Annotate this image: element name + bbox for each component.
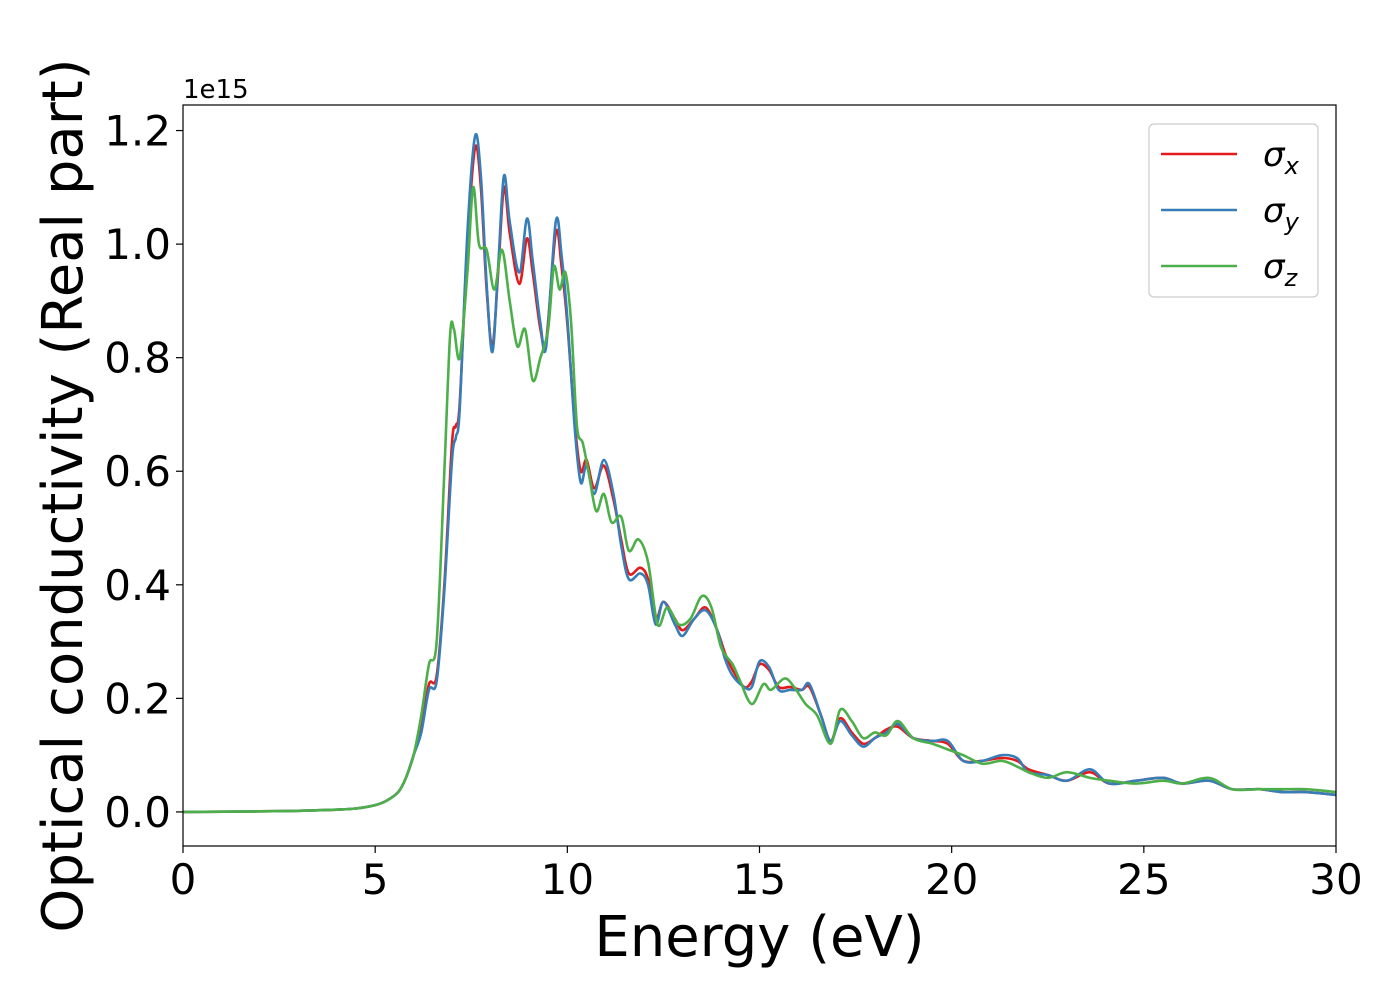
y-offset-text: 1e15 xyxy=(183,75,249,105)
plot-area xyxy=(183,132,1336,814)
legend-label-sigma-y: σy xyxy=(1263,191,1300,236)
legend-label-sigma-x: σx xyxy=(1263,135,1300,180)
y-tick-label: 0.0 xyxy=(104,788,171,837)
x-tick-label: 30 xyxy=(1309,855,1362,904)
y-tick-label: 0.4 xyxy=(104,561,171,610)
legend-subscript: x xyxy=(1284,152,1300,180)
legend-symbol: σ xyxy=(1263,191,1286,231)
x-tick-label: 20 xyxy=(925,855,978,904)
y-tick-label: 1.2 xyxy=(104,107,171,156)
y-tick-label: 1.0 xyxy=(104,220,171,269)
y-tick-label: 0.8 xyxy=(104,334,171,383)
x-axis-label: Energy (eV) xyxy=(594,905,924,970)
y-axis-label: Optical conductivity (Real part) xyxy=(31,58,96,932)
y-axis: 0.0 0.2 0.4 0.6 0.8 1.0 1.2 xyxy=(104,107,183,837)
y-tick-label: 0.2 xyxy=(104,674,171,723)
series-line-sigma-z xyxy=(183,186,1336,814)
legend-symbol: σ xyxy=(1263,247,1286,287)
x-tick-label: 10 xyxy=(541,855,594,904)
legend-symbol: σ xyxy=(1263,135,1286,175)
x-axis: 0 5 10 15 20 25 30 xyxy=(170,846,1363,904)
y-tick-label: 0.6 xyxy=(104,447,171,496)
legend-label-sigma-z: σz xyxy=(1263,247,1299,292)
legend-subscript: y xyxy=(1284,208,1300,236)
x-tick-label: 25 xyxy=(1117,855,1170,904)
x-tick-label: 0 xyxy=(170,855,197,904)
series-line-sigma-y xyxy=(183,132,1336,814)
legend-subscript: z xyxy=(1284,264,1299,292)
x-tick-label: 15 xyxy=(733,855,786,904)
x-tick-label: 5 xyxy=(362,855,389,904)
